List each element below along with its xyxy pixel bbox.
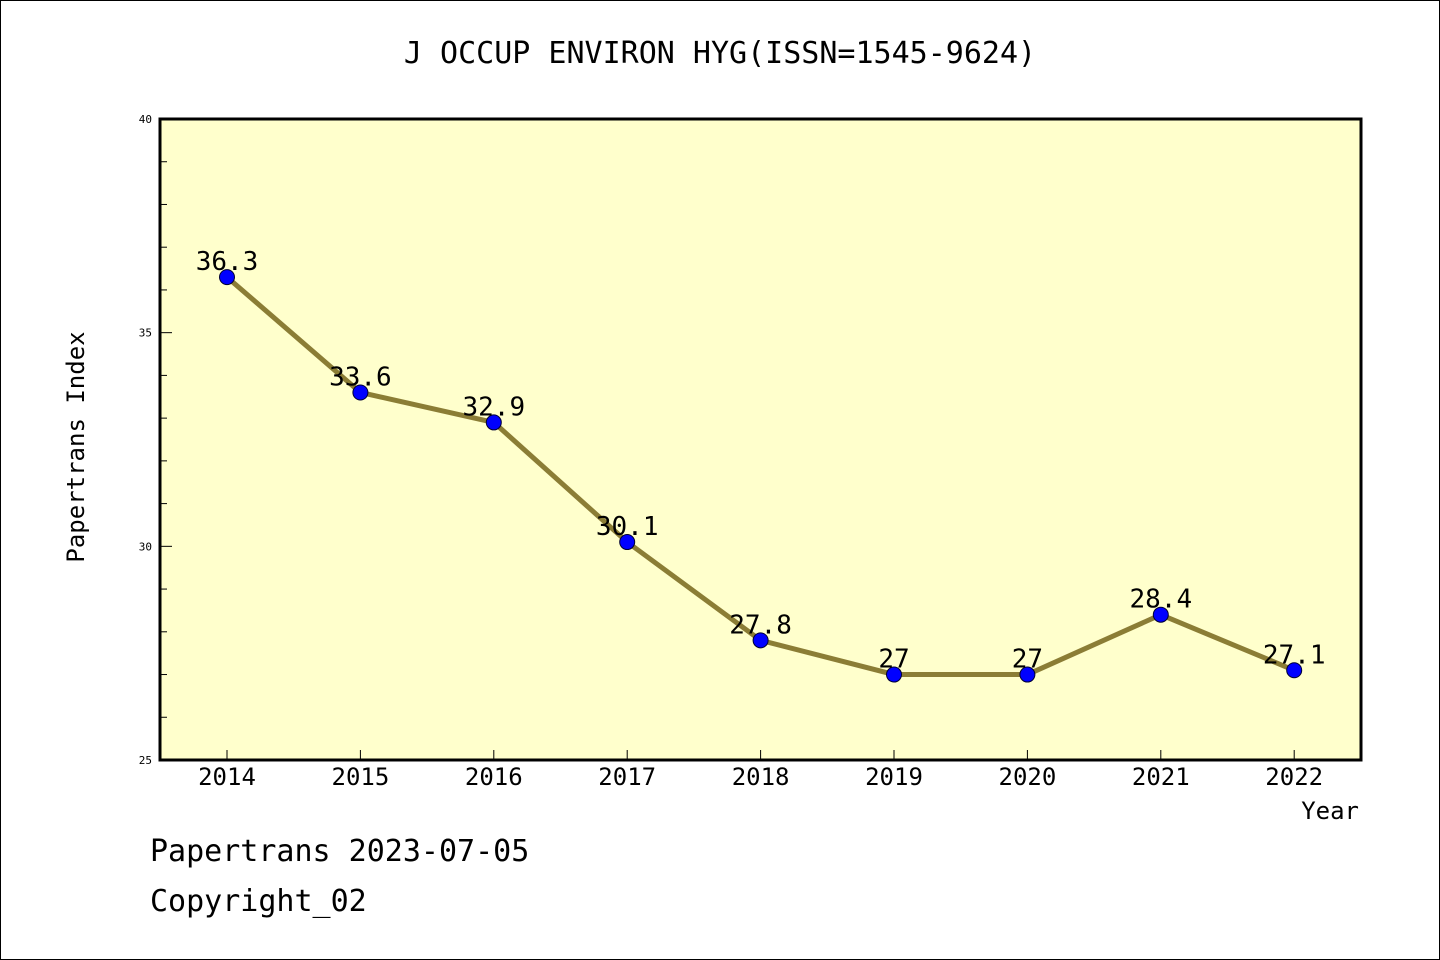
y-tick-label: 30 (139, 540, 152, 553)
data-point (1286, 662, 1303, 679)
footer-copyright: Copyright_02 (150, 884, 367, 919)
data-label: 30.1 (596, 512, 659, 542)
data-label: 27.1 (1263, 640, 1326, 670)
y-axis-label: Papertrans Index (62, 331, 90, 562)
data-point (1152, 606, 1169, 623)
x-axis-label: Year (1301, 797, 1359, 825)
data-label: 28.4 (1129, 585, 1192, 615)
footer-date: Papertrans 2023-07-05 (150, 834, 530, 869)
data-label: 27 (1012, 645, 1043, 675)
x-tick-label: 2019 (865, 763, 923, 791)
plot-border (158, 117, 1363, 762)
y-tick-label: 40 (139, 113, 152, 126)
data-label: 27 (878, 645, 909, 675)
x-tick-label: 2016 (465, 763, 523, 791)
x-tick-label: 2018 (732, 763, 790, 791)
data-point (485, 414, 502, 431)
data-point (219, 269, 235, 286)
data-label: 33.6 (329, 362, 392, 392)
data-label: 36.3 (196, 247, 259, 277)
x-tick-label: 2020 (999, 763, 1057, 791)
x-tick-label: 2022 (1265, 763, 1323, 791)
chart-title: J OCCUP ENVIRON HYG(ISSN=1545-9624) (403, 36, 1037, 71)
data-point (886, 666, 902, 683)
data-point (1019, 666, 1036, 683)
data-point (752, 632, 769, 649)
x-axis: 2014 2015 2016 2017 2018 2019 2020 2021 2022 (198, 750, 1323, 791)
x-tick-label: 2015 (332, 763, 390, 791)
x-tick-label: 2021 (1132, 763, 1190, 791)
plot-area (160, 119, 1361, 760)
y-tick-label: 25 (139, 754, 152, 767)
series-line-group: 36.3 33.6 32.9 30.1 27.8 27 27 28.4 27.1 (196, 247, 1326, 683)
y-tick-label: 35 (139, 327, 152, 340)
x-tick-label: 2014 (198, 763, 256, 791)
x-tick-label: 2017 (598, 763, 656, 791)
data-label: 27.8 (729, 610, 792, 640)
data-point (352, 384, 369, 401)
data-label: 32.9 (462, 392, 525, 422)
data-point (619, 534, 636, 551)
